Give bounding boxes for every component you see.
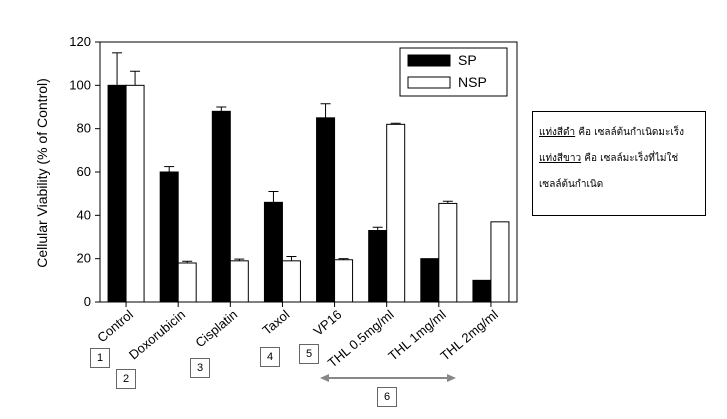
x-tick-label: Control: [94, 307, 136, 346]
legend-swatch-nsp: [407, 76, 451, 89]
bars-group: [107, 52, 510, 307]
sp-bar: [107, 84, 127, 303]
number-box-5: 5: [299, 344, 319, 364]
nsp-bar: [334, 259, 354, 303]
number-box-3: 3: [190, 358, 210, 378]
note-line-black: แท่งสีดำ คือ เซลล์ต้นกำเนิดมะเร็ง: [539, 120, 699, 146]
nsp-bar: [438, 202, 458, 303]
note-line-white: แท่งสีขาว คือ เซลล์มะเร็งที่ไม่ใช่: [539, 146, 699, 172]
legend-swatch-sp: [407, 54, 451, 67]
nsp-bar: [177, 262, 197, 303]
note-white-bar-label: แท่งสีขาว: [539, 153, 582, 164]
range-arrow: [320, 374, 456, 382]
nsp-bar: [490, 221, 510, 303]
legend-note-box: แท่งสีดำ คือ เซลล์ต้นกำเนิดมะเร็ง แท่งสี…: [532, 111, 706, 216]
legend: SP NSP: [399, 47, 508, 97]
legend-label-nsp: NSP: [458, 74, 487, 90]
sp-bar: [420, 258, 440, 303]
y-tick-label: 60: [77, 164, 91, 179]
note-line-continued: เซลล์ต้นกำเนิด: [539, 179, 604, 190]
x-tick-label: VP16: [310, 307, 344, 339]
number-box-1: 1: [90, 348, 110, 368]
y-tick-label: 0: [84, 294, 91, 309]
nsp-bar: [125, 84, 145, 303]
number-box-4: 4: [260, 347, 280, 367]
y-tick-label: 20: [77, 251, 91, 266]
number-box-2: 2: [116, 369, 136, 389]
nsp-bar: [281, 260, 301, 303]
sp-bar: [472, 279, 492, 303]
sp-bar: [316, 117, 336, 303]
x-tick-label: Doxorubicin: [126, 307, 188, 363]
sp-bar: [211, 110, 231, 303]
y-axis-label: Cellular Viability (% of Control): [34, 78, 50, 268]
x-tick-label: Taxol: [259, 307, 292, 338]
note-white-bar-text: คือ เซลล์มะเร็งที่ไม่ใช่: [581, 153, 679, 164]
y-tick-label: 40: [77, 207, 91, 222]
nsp-bar: [229, 260, 249, 303]
sp-bar: [368, 230, 388, 303]
note-black-bar-text: คือ เซลล์ต้นกำเนิดมะเร็ง: [575, 127, 685, 138]
y-tick-label: 120: [69, 34, 91, 49]
nsp-bar: [386, 123, 406, 303]
note-black-bar-label: แท่งสีดำ: [539, 127, 576, 138]
y-tick-label: 80: [77, 121, 91, 136]
number-box-6: 6: [377, 387, 397, 407]
sp-bar: [263, 201, 283, 303]
x-tick-label: THL 2mg/ml: [437, 307, 501, 364]
y-axis: 0 20 40 60 80 100 120: [69, 34, 100, 309]
legend-label-sp: SP: [458, 52, 477, 68]
sp-bar: [159, 171, 179, 303]
x-tick-label: Cisplatin: [192, 307, 240, 351]
y-tick-label: 100: [69, 77, 91, 92]
